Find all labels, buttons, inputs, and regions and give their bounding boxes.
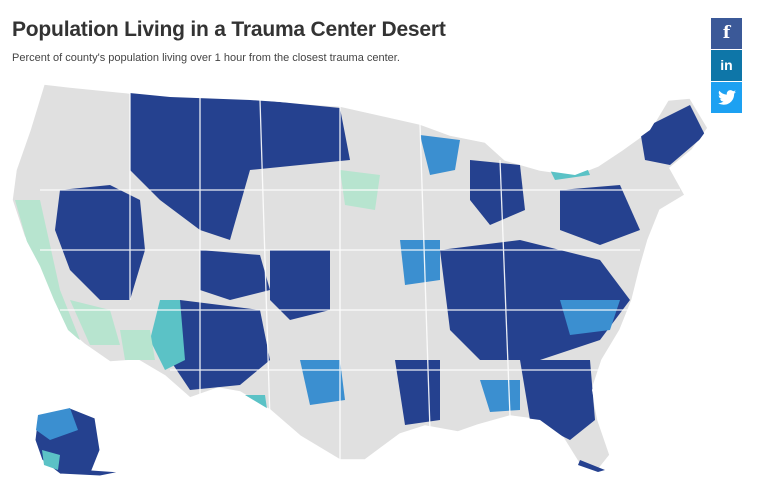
- region-maine: [640, 105, 705, 165]
- twitter-bird-icon: [717, 90, 736, 105]
- region-texas-west: [230, 395, 270, 430]
- region-plains: [270, 250, 330, 320]
- florida-keys: [578, 460, 605, 472]
- facebook-share-button[interactable]: f: [711, 18, 742, 49]
- region-texas-central: [300, 360, 345, 405]
- region-upper-peninsula: [420, 135, 460, 175]
- region-missouri: [400, 240, 440, 285]
- region-southern-california: [70, 300, 120, 345]
- twitter-share-button[interactable]: [711, 82, 742, 113]
- linkedin-share-button[interactable]: in: [711, 50, 742, 81]
- region-carolinas: [560, 300, 620, 335]
- alaska: [34, 407, 121, 477]
- state-borders: [40, 92, 680, 460]
- page-title: Population Living in a Trauma Center Des…: [12, 18, 446, 41]
- region-pacific-coast: [15, 200, 80, 340]
- region-arizona: [150, 300, 185, 370]
- page-subtitle: Percent of county's population living ov…: [12, 52, 400, 64]
- region-southwest: [170, 300, 270, 390]
- region-northern-rockies: [130, 92, 350, 240]
- region-utah-colorado: [200, 250, 270, 300]
- region-michigan: [470, 160, 525, 225]
- region-great-basin: [55, 185, 145, 300]
- region-mojave: [120, 330, 155, 360]
- region-northeast: [560, 185, 640, 245]
- share-bar: f in: [711, 18, 742, 114]
- region-georgia-florida: [520, 360, 595, 440]
